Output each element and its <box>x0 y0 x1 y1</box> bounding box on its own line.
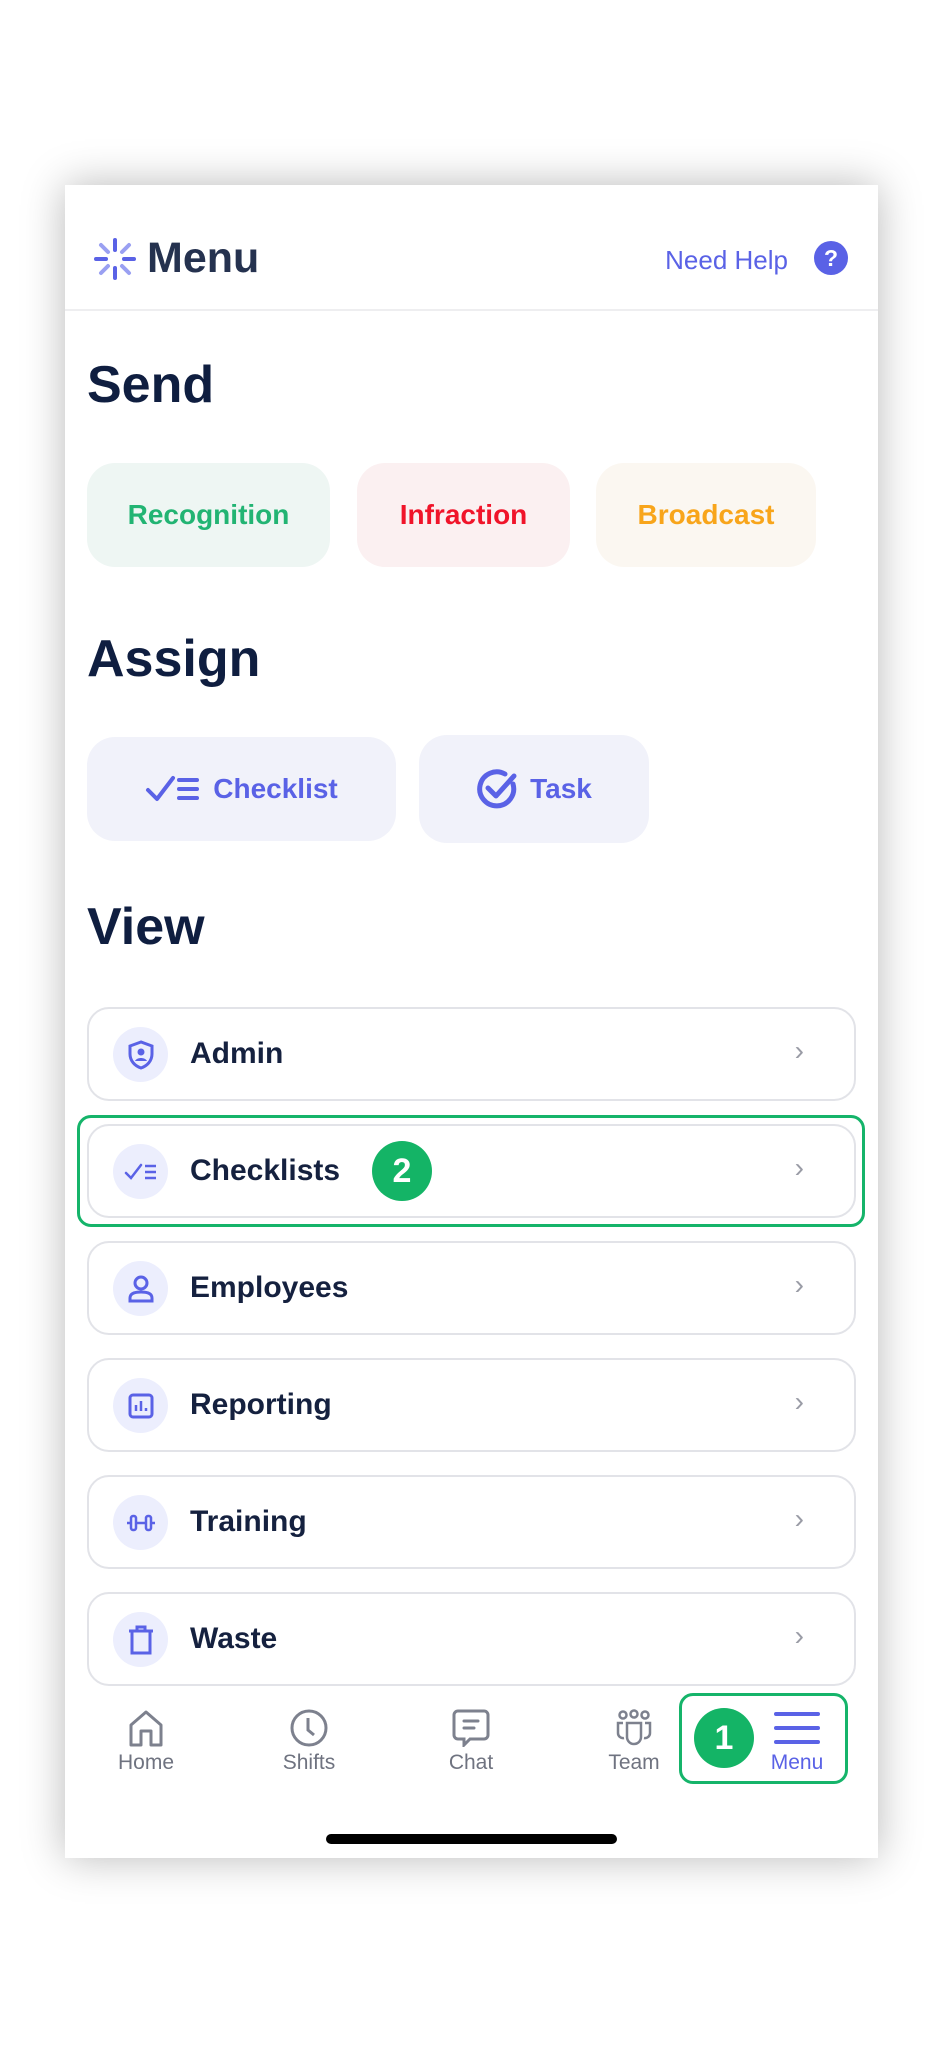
nav-menu[interactable]: Menu <box>737 1709 857 1775</box>
view-item-label: Waste <box>190 1622 278 1655</box>
view-item-training[interactable]: Training › <box>87 1475 856 1569</box>
team-icon <box>616 1709 652 1746</box>
chevron-right-icon: › <box>794 1386 804 1417</box>
view-item-reporting[interactable]: Reporting › <box>87 1358 856 1452</box>
chevron-right-icon: › <box>794 1269 804 1300</box>
nav-label: Team <box>608 1751 660 1774</box>
header-divider <box>65 309 878 311</box>
view-item-checklists[interactable]: Checklists › <box>87 1124 856 1218</box>
chevron-right-icon: › <box>794 1035 804 1066</box>
assign-checklist-button[interactable]: Checklist <box>87 737 396 841</box>
nav-home[interactable]: Home <box>86 1709 206 1775</box>
help-icon[interactable]: ? <box>814 241 848 275</box>
nav-shifts[interactable]: Shifts <box>249 1709 369 1775</box>
step-badge-2: 2 <box>372 1141 432 1201</box>
assign-checklist-label: Checklist <box>213 773 338 804</box>
phone-screen: Menu Need Help ? Send Recognition Infrac… <box>65 185 878 1858</box>
view-item-waste[interactable]: Waste › <box>87 1592 856 1686</box>
checklist-icon <box>113 1144 168 1199</box>
app-logo-icon <box>94 238 136 280</box>
trash-icon <box>113 1612 168 1667</box>
chevron-right-icon: › <box>794 1503 804 1534</box>
checklist-icon <box>146 776 200 801</box>
infraction-button[interactable]: Infraction <box>357 463 570 567</box>
shield-user-icon <box>113 1027 168 1082</box>
highlight-checklists <box>77 1115 865 1227</box>
view-item-admin[interactable]: Admin › <box>87 1007 856 1101</box>
hamburger-menu-icon <box>774 1712 820 1744</box>
view-item-employees[interactable]: Employees › <box>87 1241 856 1335</box>
chart-icon <box>113 1378 168 1433</box>
home-indicator <box>326 1834 617 1844</box>
home-icon <box>129 1710 163 1747</box>
nav-chat[interactable]: Chat <box>411 1709 531 1775</box>
view-item-label: Training <box>190 1505 307 1538</box>
nav-label: Chat <box>448 1751 494 1774</box>
nav-label: Shifts <box>282 1751 336 1774</box>
nav-label: Menu <box>770 1751 824 1774</box>
step-badge-1: 1 <box>694 1708 754 1768</box>
clock-icon <box>290 1709 328 1747</box>
assign-task-button[interactable]: Task <box>419 735 649 843</box>
assign-task-label: Task <box>530 773 592 804</box>
nav-team[interactable]: Team <box>574 1709 694 1775</box>
view-item-label: Reporting <box>190 1388 332 1421</box>
page-title: Menu <box>147 234 260 282</box>
view-item-label: Admin <box>190 1037 284 1070</box>
recognition-button[interactable]: Recognition <box>87 463 330 567</box>
send-heading: Send <box>87 356 215 414</box>
chat-icon <box>452 1709 490 1747</box>
broadcast-button[interactable]: Broadcast <box>596 463 816 567</box>
dumbbell-icon <box>113 1495 168 1550</box>
nav-label: Home <box>117 1751 175 1774</box>
view-item-label: Employees <box>190 1271 349 1304</box>
view-heading: View <box>87 898 205 956</box>
chevron-right-icon: › <box>794 1152 804 1183</box>
chevron-right-icon: › <box>794 1620 804 1651</box>
need-help-link[interactable]: Need Help <box>665 245 788 275</box>
assign-heading: Assign <box>87 630 261 688</box>
check-circle-icon <box>477 769 517 809</box>
view-item-label: Checklists <box>190 1154 341 1187</box>
highlight-menu-tab <box>679 1693 848 1784</box>
user-icon <box>113 1261 168 1316</box>
